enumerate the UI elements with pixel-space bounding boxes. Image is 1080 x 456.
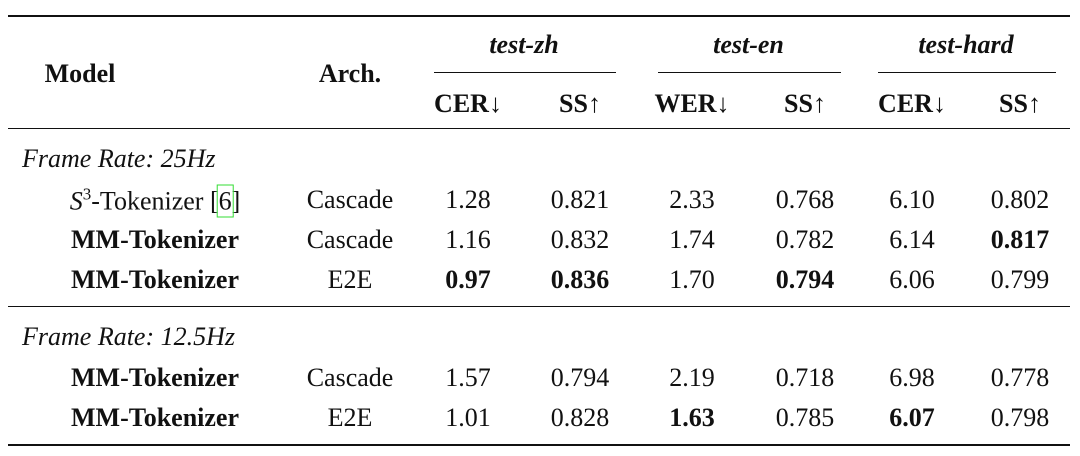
- rule: [8, 306, 1070, 307]
- metric-value: 0.97: [445, 265, 491, 294]
- model-name-part: MM-Tokenizer: [71, 265, 239, 294]
- model-name-part: ]: [231, 186, 241, 216]
- metric-value: 0.832: [550, 225, 610, 254]
- group-title: test-en: [713, 30, 784, 59]
- metric-value: 0.785: [775, 403, 835, 432]
- model-name-part: MM-Tokenizer: [71, 403, 239, 432]
- column-header: SS↑: [559, 89, 601, 118]
- header-model: Model: [44, 59, 116, 88]
- model-name-part: 6: [216, 184, 234, 218]
- model-name: MM-Tokenizer: [71, 405, 239, 431]
- arch: Cascade: [306, 225, 394, 254]
- metric-value: 0.778: [990, 363, 1050, 392]
- rule: [8, 444, 1070, 446]
- column-header: CER↓: [434, 89, 502, 118]
- rule: [434, 72, 616, 73]
- model-name-part: MM-Tokenizer: [71, 363, 239, 392]
- metric-value: 1.01: [445, 403, 491, 432]
- model-name: MM-Tokenizer: [71, 365, 239, 391]
- arch: Cascade: [306, 363, 394, 392]
- metric-value: 0.817: [990, 225, 1050, 254]
- metric-value: 0.799: [990, 265, 1050, 294]
- metric-value: 1.28: [445, 185, 491, 214]
- metric-value: 6.06: [889, 265, 935, 294]
- arch: E2E: [327, 403, 373, 432]
- column-header: SS↑: [999, 89, 1041, 118]
- header-arch: Arch.: [318, 59, 382, 88]
- metric-value: 6.10: [889, 185, 935, 214]
- rule: [878, 72, 1056, 73]
- metric-value: 0.802: [990, 185, 1050, 214]
- section-label: Frame Rate: 25Hz: [22, 144, 216, 173]
- metric-value: 0.794: [550, 363, 610, 392]
- metric-value: 1.63: [669, 403, 715, 432]
- metric-value: 0.798: [990, 403, 1050, 432]
- model-name: MM-Tokenizer: [71, 227, 239, 253]
- group-title: test-zh: [489, 30, 559, 59]
- rule: [8, 15, 1070, 17]
- metric-value: 1.70: [669, 265, 715, 294]
- column-header: SS↑: [784, 89, 826, 118]
- model-name: MM-Tokenizer: [71, 267, 239, 293]
- metric-value: 0.821: [550, 185, 610, 214]
- metric-value: 0.828: [550, 403, 610, 432]
- metric-value: 1.57: [445, 363, 491, 392]
- column-header: WER↓: [654, 89, 730, 118]
- rule: [8, 128, 1070, 129]
- group-title: test-hard: [918, 30, 1014, 59]
- metric-value: 0.768: [775, 185, 835, 214]
- metric-value: 1.74: [669, 225, 715, 254]
- metric-value: 6.07: [889, 403, 935, 432]
- arch: E2E: [327, 265, 373, 294]
- model-name-part: 3: [82, 184, 92, 204]
- metric-value: 0.718: [775, 363, 835, 392]
- metric-value: 0.836: [550, 265, 610, 294]
- model-name: S3-Tokenizer [6]: [69, 184, 241, 218]
- metric-value: 0.794: [775, 265, 835, 294]
- model-name-part: MM-Tokenizer: [71, 225, 239, 254]
- column-header: CER↓: [878, 89, 946, 118]
- metric-value: 6.98: [889, 363, 935, 392]
- metric-value: 1.16: [445, 225, 491, 254]
- metric-value: 2.33: [669, 185, 715, 214]
- metric-value: 6.14: [889, 225, 935, 254]
- model-name-part: S: [69, 186, 83, 216]
- model-name-part: -Tokenizer [: [91, 186, 219, 216]
- metric-value: 2.19: [669, 363, 715, 392]
- section-label: Frame Rate: 12.5Hz: [22, 322, 236, 351]
- metric-value: 0.782: [775, 225, 835, 254]
- arch: Cascade: [306, 185, 394, 214]
- rule: [658, 72, 841, 73]
